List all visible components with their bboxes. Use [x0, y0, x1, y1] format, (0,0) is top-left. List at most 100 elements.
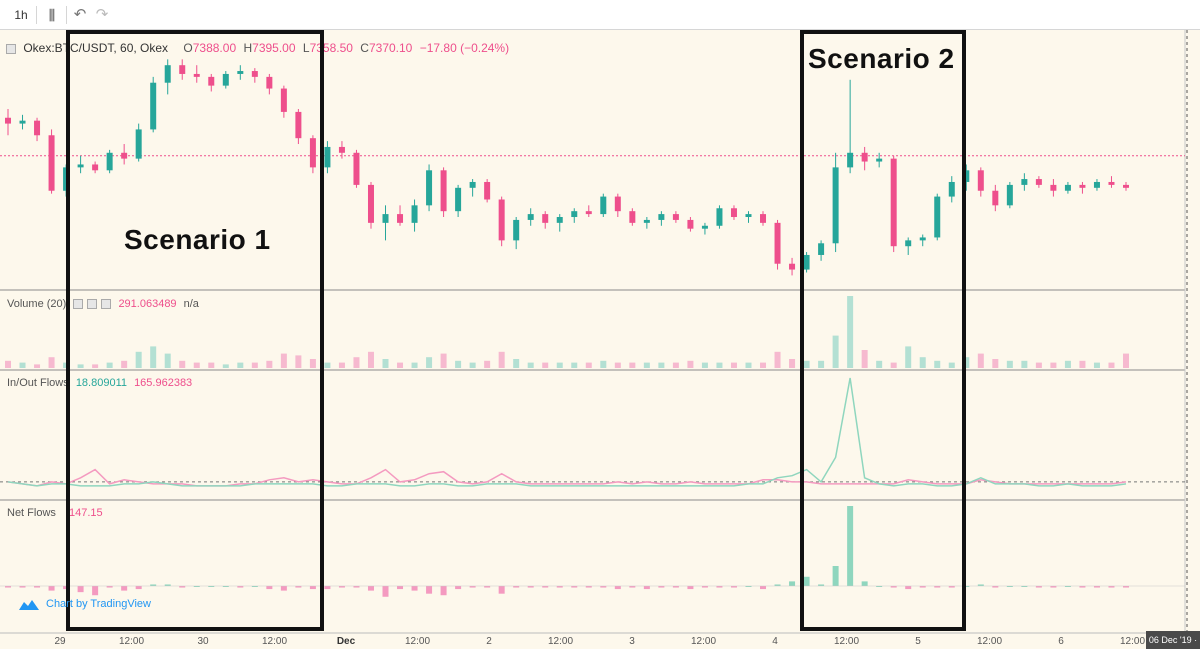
net-flow-bar: [716, 586, 723, 588]
candle-down: [397, 214, 404, 223]
candle-down: [280, 88, 287, 112]
volume-bar: [905, 346, 912, 368]
volume-bar: [919, 357, 926, 368]
net-flow-bar: [237, 586, 244, 588]
volume-bar: [193, 362, 200, 368]
net-flow-bar: [34, 586, 41, 588]
net-flow-bar: [1050, 586, 1057, 588]
x-tick-label: 2: [486, 636, 492, 647]
volume-bar: [1050, 362, 1057, 368]
volume-bar: [92, 364, 99, 368]
change-value: −17.80 (−0.24%): [419, 41, 510, 55]
scenario-1-label: Scenario 1: [124, 224, 271, 255]
candle-down: [179, 65, 186, 74]
net-flow-bar: [861, 581, 868, 586]
flows-label[interactable]: In/Out Flows: [7, 377, 69, 389]
volume-label[interactable]: Volume (20): [7, 298, 67, 310]
candle-down: [5, 117, 11, 124]
candle-up: [513, 219, 520, 241]
volume-bar: [789, 359, 796, 368]
volume-bar: [977, 353, 984, 368]
candle-up: [948, 181, 955, 197]
volume-bar: [251, 362, 258, 368]
volume-bar: [730, 362, 737, 368]
volume-bar: [309, 359, 316, 368]
candle-down: [774, 222, 781, 264]
candle-down: [1123, 184, 1129, 188]
volume-bar: [513, 359, 520, 368]
net-flow-bar: [963, 586, 970, 587]
collapse-icon[interactable]: [6, 43, 16, 54]
net-flow-bar: [382, 586, 389, 597]
net-label[interactable]: Net Flows: [7, 507, 56, 519]
x-tick-label: 12:00: [690, 636, 717, 647]
close-icon[interactable]: [101, 299, 112, 310]
net-legend: Net Flows 147.15: [7, 507, 107, 519]
candle-up: [832, 167, 839, 244]
net-flow-bar: [19, 586, 26, 588]
high-label: H: [243, 41, 253, 55]
volume-bar: [280, 353, 287, 368]
candle-down: [789, 263, 796, 270]
scenario-2-box: [800, 30, 966, 631]
net-flow-bar: [789, 581, 796, 586]
net-flow-bar: [745, 586, 752, 587]
net-flow-bar: [208, 586, 215, 587]
net-flow-bar: [600, 586, 607, 588]
candle-down: [484, 181, 491, 200]
volume-bar: [614, 362, 621, 368]
x-tick-label: 29: [54, 636, 66, 647]
net-flow-bar: [411, 586, 418, 591]
candle-up: [934, 196, 941, 238]
volume-bar: [934, 360, 941, 368]
net-flow-bar: [774, 584, 781, 586]
undo-icon[interactable]: ↶: [73, 6, 87, 23]
net-value: 147.15: [68, 507, 103, 519]
net-flow-bar: [266, 586, 273, 590]
net-flow-bar: [556, 586, 563, 588]
toolbar-divider: [36, 6, 37, 24]
settings-icon[interactable]: [87, 299, 98, 310]
candle-up: [745, 214, 752, 218]
candle-down: [614, 196, 621, 212]
candle-down: [193, 73, 200, 77]
net-flow-bar: [5, 586, 11, 588]
date-badge: 06 Dec '19 ·: [1146, 631, 1200, 649]
net-flow-bar: [890, 586, 897, 588]
candle-up: [1064, 184, 1071, 191]
net-flow-bar: [498, 586, 505, 594]
volume-bar: [585, 362, 592, 368]
net-flow-bar: [1064, 586, 1071, 587]
volume-bar: [469, 362, 476, 368]
candle-up: [919, 237, 926, 241]
close-value: 7370.10: [368, 41, 413, 55]
interval-button[interactable]: 1h: [14, 8, 28, 22]
x-tick-label: 12:00: [261, 636, 288, 647]
net-flow-bar: [571, 586, 578, 588]
volume-bar: [1035, 362, 1042, 368]
x-tick-label: 12:00: [118, 636, 145, 647]
candle-down: [208, 76, 215, 86]
net-flow-bar: [905, 586, 912, 590]
candle-down: [992, 190, 999, 206]
volume-bar: [1064, 360, 1071, 368]
net-flow-bar: [338, 586, 345, 588]
volume-bar: [571, 362, 578, 368]
redo-icon[interactable]: ↷: [95, 6, 109, 23]
net-flow-bar: [1123, 586, 1129, 588]
net-flow-bar: [803, 576, 810, 586]
candle-down: [730, 208, 737, 218]
candle-up: [222, 73, 229, 86]
symbol-label[interactable]: Okex:BTC/USDT, 60, Okex: [23, 41, 169, 55]
volume-bar: [745, 362, 752, 368]
candle-up: [382, 214, 389, 223]
candlestick-icon[interactable]: ⫼: [48, 7, 56, 23]
eye-icon[interactable]: [73, 299, 84, 310]
volume-bar: [48, 357, 55, 368]
x-tick-label: 5: [915, 636, 921, 647]
tradingview-watermark[interactable]: Chart by TradingView: [18, 597, 151, 611]
net-flow-bar: [353, 586, 360, 588]
flows-pane: [0, 377, 1185, 487]
volume-ma-value: n/a: [183, 298, 199, 310]
net-flow-bar: [295, 586, 302, 588]
